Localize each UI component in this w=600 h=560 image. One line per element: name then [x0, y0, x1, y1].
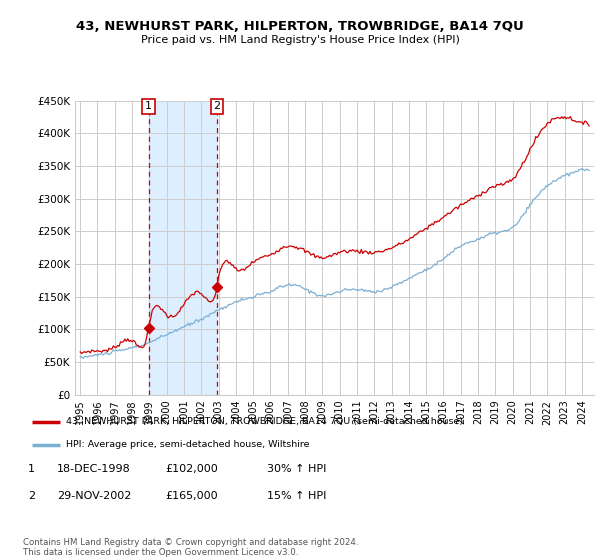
Text: 2: 2 [28, 491, 35, 501]
Text: Price paid vs. HM Land Registry's House Price Index (HPI): Price paid vs. HM Land Registry's House … [140, 35, 460, 45]
Text: HPI: Average price, semi-detached house, Wiltshire: HPI: Average price, semi-detached house,… [66, 440, 310, 449]
Text: 18-DEC-1998: 18-DEC-1998 [57, 464, 131, 474]
Text: 29-NOV-2002: 29-NOV-2002 [57, 491, 131, 501]
Text: Contains HM Land Registry data © Crown copyright and database right 2024.
This d: Contains HM Land Registry data © Crown c… [23, 538, 358, 557]
Text: 15% ↑ HPI: 15% ↑ HPI [267, 491, 326, 501]
Text: £102,000: £102,000 [165, 464, 218, 474]
Text: 30% ↑ HPI: 30% ↑ HPI [267, 464, 326, 474]
Bar [149, 101, 217, 395]
Text: 43, NEWHURST PARK, HILPERTON, TROWBRIDGE, BA14 7QU: 43, NEWHURST PARK, HILPERTON, TROWBRIDGE… [76, 20, 524, 32]
Text: 43, NEWHURST PARK, HILPERTON, TROWBRIDGE, BA14 7QU (semi-detached house): 43, NEWHURST PARK, HILPERTON, TROWBRIDGE… [66, 417, 463, 426]
Text: 1: 1 [28, 464, 35, 474]
Text: £165,000: £165,000 [165, 491, 218, 501]
Text: 1: 1 [145, 101, 152, 111]
Text: 2: 2 [214, 101, 221, 111]
